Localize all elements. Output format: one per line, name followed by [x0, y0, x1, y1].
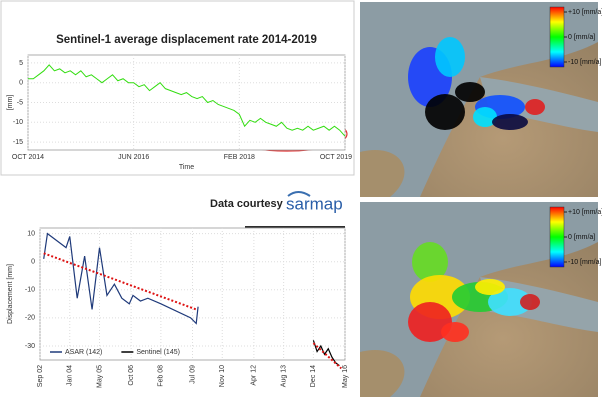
x-tick-label: Dec 14: [310, 365, 317, 387]
y-axis-label: [mm]: [7, 95, 14, 111]
hills: [360, 350, 405, 397]
deformation-patch: [441, 322, 469, 342]
y-tick-label: 0: [19, 80, 23, 87]
legend-label: Sentinel (145): [136, 349, 180, 356]
logo-arc: [287, 191, 311, 197]
y-tick-label: 10: [27, 230, 35, 237]
x-tick-label: Feb 08: [158, 365, 165, 387]
y-tick-label: 0: [31, 259, 35, 266]
colorbar: [549, 6, 565, 68]
deformation-patch: [412, 242, 448, 282]
hills: [360, 150, 405, 197]
x-tick-label: Aug 13: [280, 365, 287, 387]
data-line: [43, 232, 199, 325]
x-tick-label: Sep 02: [37, 365, 44, 387]
x-axis-label: Time: [179, 164, 194, 171]
colorbar-label: +10 [mm/a]: [568, 9, 602, 16]
colorbar-label: 0 [mm/a]: [568, 234, 595, 241]
y-tick-label: -5: [17, 99, 23, 106]
x-tick-label: OCT 2014: [12, 154, 44, 161]
credit: Data courtesy sarmap: [210, 191, 343, 213]
plot-area: [27, 54, 346, 151]
deformation-patch: [488, 288, 532, 316]
x-tick-label: Oct 06: [128, 365, 135, 386]
data-line: [28, 64, 346, 137]
x-tick-label: Jan 04: [67, 365, 74, 386]
deformation-patch: [473, 107, 497, 127]
colorbar-label: 0 [mm/a]: [568, 34, 595, 41]
x-tick-label: Apr 12: [251, 365, 258, 386]
trend-line: [43, 252, 197, 311]
x-tick-label: JUN 2016: [118, 154, 149, 161]
y-tick-label: -10: [13, 119, 23, 126]
deformation-patch: [520, 294, 540, 310]
x-tick-label: Jul 09: [189, 365, 196, 384]
y-tick-label: -15: [13, 139, 23, 146]
legend-label: ASAR (142): [65, 349, 102, 356]
y-tick-label: -30: [25, 343, 35, 350]
deformation-patch: [425, 94, 465, 130]
deformation-patch: [475, 279, 505, 295]
y-tick-label: -10: [25, 287, 35, 294]
x-tick-label: FEB 2018: [224, 154, 255, 161]
colorbar-label: -10 [mm/a]: [568, 259, 602, 266]
deformation-patch: [435, 37, 465, 77]
colorbar-label: +10 [mm/a]: [568, 209, 602, 216]
y-tick-label: -20: [25, 315, 35, 322]
y-axis-label: Displacement [mm]: [7, 264, 14, 324]
credit-text: Data courtesy: [210, 198, 284, 210]
deformation-patch: [455, 82, 485, 102]
deformation-patch: [525, 99, 545, 115]
chart-title: Sentinel-1 average displacement rate 201…: [56, 34, 317, 46]
colorbar-label: -10 [mm/a]: [568, 59, 602, 66]
deformation-patch: [492, 114, 528, 130]
x-tick-label: OCT 2019: [320, 154, 352, 161]
x-tick-label: May 05: [96, 365, 103, 388]
x-tick-label: May 16: [342, 365, 349, 388]
x-tick-label: Nov 10: [219, 365, 226, 387]
y-tick-label: 5: [19, 60, 23, 67]
logo: sarmap: [286, 194, 343, 213]
colorbar: [549, 206, 565, 268]
